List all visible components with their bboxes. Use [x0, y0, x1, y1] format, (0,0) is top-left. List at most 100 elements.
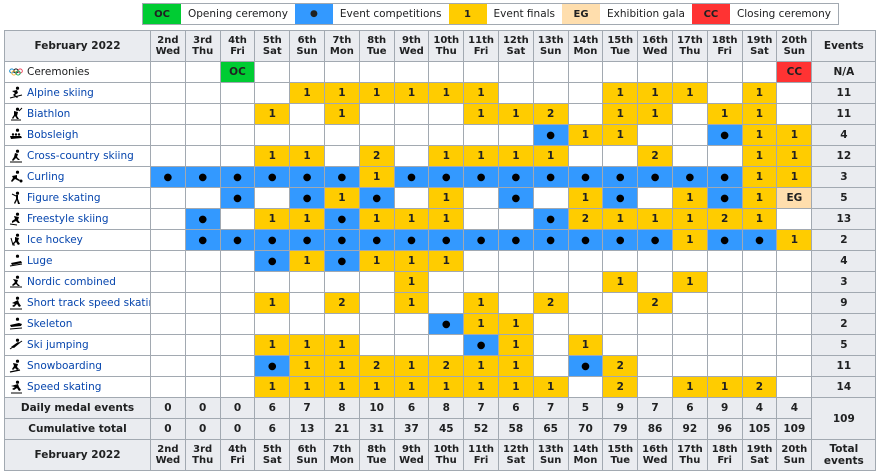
sport-cell[interactable]: Nordic combined: [4, 271, 151, 293]
final-cell: 1: [671, 271, 708, 293]
sport-link[interactable]: Biathlon: [27, 108, 71, 120]
day-header-18th: 18th Fri: [706, 30, 743, 62]
day-weekday: Mon: [329, 46, 354, 57]
empty-cell: [184, 271, 221, 293]
cell-value: 1: [338, 339, 346, 351]
events-count: 3: [811, 271, 877, 293]
day-header-5th: 5th Sat: [254, 439, 291, 471]
sport-link[interactable]: Snowboarding: [27, 360, 102, 372]
sport-link[interactable]: Short track speed skating: [27, 297, 151, 309]
daily-medal-count: 0: [219, 397, 256, 419]
sport-link[interactable]: Luge: [27, 255, 53, 267]
empty-cell: [706, 271, 743, 293]
daily-medal-count: 9: [706, 397, 743, 419]
sport-cell[interactable]: Figure skating: [4, 187, 151, 209]
empty-cell: [497, 124, 534, 146]
competition-cell: ●: [150, 166, 186, 188]
empty-cell: [532, 334, 569, 356]
day-weekday: Sun: [539, 455, 562, 466]
empty-cell: [219, 250, 256, 272]
sport-link[interactable]: Curling: [27, 171, 65, 183]
final-cell: 1: [671, 208, 708, 230]
sport-link[interactable]: Cross-country skiing: [27, 150, 134, 162]
sport-cell[interactable]: Snowboarding: [4, 355, 151, 377]
sport-link[interactable]: Speed skating: [27, 381, 102, 393]
sport-cell[interactable]: Speed skating: [4, 376, 151, 398]
competition-cell: ●: [323, 250, 360, 272]
legend-label-comp: Event competitions: [339, 8, 442, 20]
empty-cell: [184, 355, 221, 377]
sport-cell[interactable]: Freestyle skiing: [4, 208, 151, 230]
cumulative-count: 65: [532, 418, 569, 440]
sport-link[interactable]: Freestyle skiing: [27, 213, 109, 225]
empty-cell: [671, 61, 708, 83]
day-number: 15th: [607, 444, 634, 455]
cell-value: 1: [373, 255, 381, 267]
daily-medal-count: 0: [184, 397, 221, 419]
month-header: February 2022: [4, 439, 151, 471]
empty-cell: [567, 271, 604, 293]
final-cell: 1: [289, 250, 325, 272]
sport-link[interactable]: Skeleton: [27, 318, 73, 330]
final-cell: 1: [254, 208, 291, 230]
sport-link[interactable]: Figure skating: [27, 192, 101, 204]
day-number: 12th: [502, 35, 529, 46]
empty-cell: [637, 124, 673, 146]
sport-cell[interactable]: Alpine skiing: [4, 82, 151, 104]
cell-value: 1: [303, 360, 311, 372]
final-cell: 1: [706, 103, 743, 125]
empty-cell: [671, 124, 708, 146]
empty-cell: [184, 103, 221, 125]
empty-cell: [671, 103, 708, 125]
cumulative-count: 0: [150, 418, 186, 440]
daily-medal-count: 6: [671, 397, 708, 419]
events-count: 5: [811, 187, 877, 209]
sport-cell[interactable]: Biathlon: [4, 103, 151, 125]
sport-cell[interactable]: Bobsleigh: [4, 124, 151, 146]
competition-cell: ●: [323, 166, 360, 188]
empty-cell: [289, 124, 325, 146]
cumulative-count: 96: [706, 418, 743, 440]
empty-cell: [671, 355, 708, 377]
sport-cell[interactable]: Curling: [4, 166, 151, 188]
empty-cell: [706, 82, 743, 104]
cell-value: 1: [407, 360, 416, 372]
sport-link[interactable]: Ice hockey: [27, 234, 83, 246]
empty-cell: [254, 271, 291, 293]
final-cell: 1: [602, 271, 639, 293]
cumulative-total-label: Cumulative total: [4, 418, 151, 440]
sport-cell[interactable]: Short track speed skating: [4, 292, 151, 314]
sport-cell[interactable]: Skeleton: [4, 313, 151, 335]
final-cell: 1: [497, 313, 534, 335]
sport-cell[interactable]: Luge: [4, 250, 151, 272]
sport-link[interactable]: Ski jumping: [27, 339, 89, 351]
final-cell: 2: [358, 355, 395, 377]
day-header-8th: 8th Tue: [358, 30, 395, 62]
sport-cell[interactable]: Ice hockey: [4, 229, 151, 251]
sport-link[interactable]: Alpine skiing: [27, 87, 94, 99]
final-cell: 1: [463, 376, 499, 398]
empty-cell: [184, 250, 221, 272]
empty-cell: [358, 124, 395, 146]
day-number: 14th: [572, 444, 599, 455]
short-track-icon: [9, 296, 23, 310]
day-header-9th: 9th Wed: [393, 439, 430, 471]
final-cell: 1: [463, 355, 499, 377]
competition-dot: ●: [581, 172, 590, 183]
sport-cell[interactable]: Cross-country skiing: [4, 145, 151, 167]
competition-dot: ●: [407, 235, 416, 246]
final-cell: 1: [741, 187, 778, 209]
sport-link[interactable]: Nordic combined: [27, 276, 116, 288]
sport-link[interactable]: Bobsleigh: [27, 129, 79, 141]
competition-cell: ●: [463, 229, 499, 251]
sport-cell[interactable]: Ski jumping: [4, 334, 151, 356]
cell-value: 1: [651, 108, 659, 120]
day-weekday: Tue: [366, 46, 387, 57]
day-weekday: Wed: [642, 46, 668, 57]
empty-cell: [323, 145, 360, 167]
final-cell: 1: [497, 355, 534, 377]
cell-value: 1: [616, 213, 624, 225]
events-count: 12: [811, 145, 877, 167]
empty-cell: [741, 61, 778, 83]
final-cell: 2: [602, 376, 639, 398]
